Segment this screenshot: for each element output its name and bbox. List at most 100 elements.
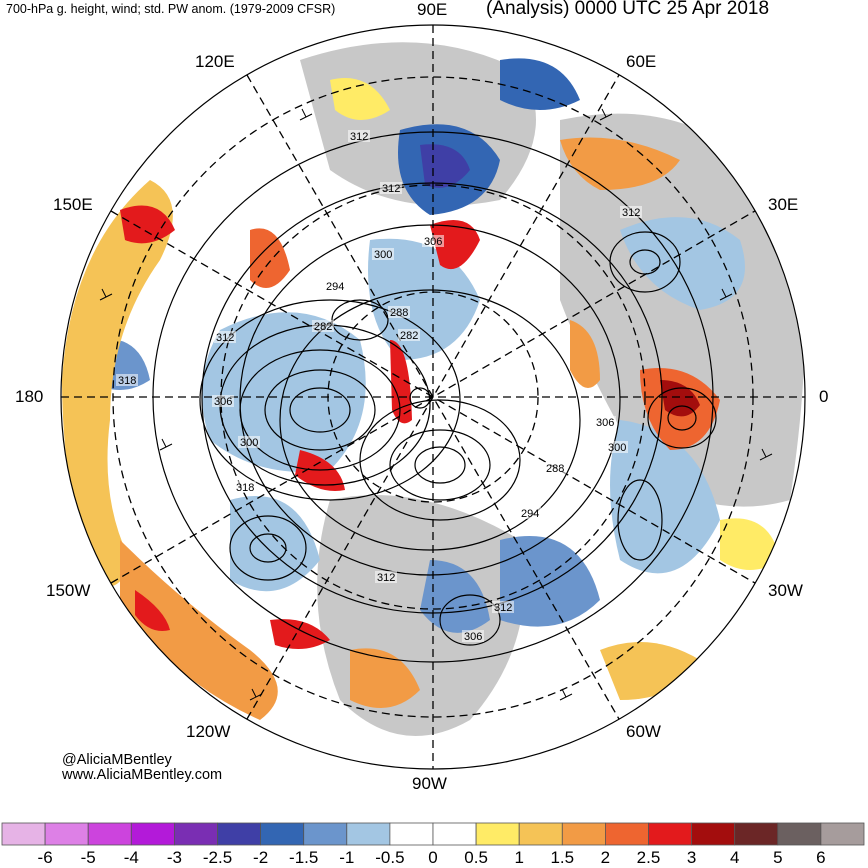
contour-label: 312 — [622, 207, 640, 219]
contour-label: 312 — [494, 602, 512, 614]
contour-label-bg — [492, 601, 514, 613]
label-150e: 150E — [53, 195, 93, 214]
colorbar-swatch — [1, 822, 46, 846]
label-120e: 120E — [195, 52, 235, 71]
colorbar-swatch — [260, 822, 305, 846]
contour-label-bg — [116, 374, 138, 386]
colorbar-tick-label: -2.5 — [202, 848, 233, 867]
label-150w: 150W — [46, 581, 91, 600]
map-border — [60, 24, 806, 770]
contour-label-bg — [380, 182, 402, 194]
contour-label: 294 — [521, 508, 539, 520]
colorbar-tick-label: 3 — [686, 848, 697, 867]
contour-label-bg — [372, 248, 394, 260]
colorbar-tick-label: 5 — [773, 848, 783, 867]
colorbar-swatch — [87, 822, 132, 846]
label-90e: 90E — [417, 0, 448, 19]
colorbar-tick-label: 2 — [600, 848, 611, 867]
colorbar-swatch — [605, 822, 649, 846]
contour-label-bg — [594, 416, 616, 428]
contour-label-bg — [312, 320, 334, 332]
colorbar-tick-label: 1.5 — [550, 848, 575, 867]
colorbar-swatch — [691, 822, 736, 846]
polar-stereographic-map: 312 312 312 306 300 294 288 282 282 312 318 306 300 3… — [60, 24, 806, 770]
colorbar-swatch — [44, 822, 89, 846]
colorbar-tick-label: -1 — [339, 848, 355, 867]
colorbar-swatch — [217, 822, 261, 846]
contour-label: 300 — [240, 437, 258, 449]
contour-label: 306 — [464, 631, 482, 643]
contour-label: 294 — [326, 281, 344, 293]
colorbar-swatch — [648, 822, 692, 846]
colorbar-swatch — [130, 822, 175, 846]
pw-anomaly-colorbar — [1, 822, 865, 846]
label-0: 0 — [819, 387, 829, 406]
contour-label: 306 — [596, 417, 614, 429]
contour-label-bg — [544, 462, 566, 474]
contour-label: 288 — [390, 307, 408, 319]
contour-label: 306 — [424, 236, 442, 248]
label-30w: 30W — [768, 581, 803, 600]
contour-label: 318 — [236, 482, 254, 494]
label-30e: 30E — [768, 195, 799, 214]
contour-label: 306 — [214, 396, 232, 408]
colorbar-swatch — [173, 822, 218, 846]
colorbar-swatch — [389, 822, 434, 846]
colorbar-tick-label: 0.5 — [464, 848, 488, 867]
colorbar-swatch — [303, 822, 348, 846]
contour-label-bg — [348, 130, 370, 142]
colorbar-tick-label: -4 — [123, 848, 139, 867]
contour-label: 318 — [118, 375, 136, 387]
contour-label: 312 — [377, 572, 395, 584]
contour-label: 282 — [400, 330, 418, 342]
contour-label: 300 — [608, 442, 626, 454]
colorbar-swatch — [561, 822, 606, 846]
contour-label: 312 — [216, 332, 234, 344]
colorbar-tick-label: -5 — [80, 848, 96, 867]
label-60e: 60E — [626, 52, 657, 71]
colorbar-tick-label: 6 — [816, 848, 826, 867]
contour-label-bg — [238, 436, 260, 448]
contour-label-bg — [388, 306, 410, 318]
contour-label: 300 — [374, 249, 392, 261]
contour-label-bg — [519, 507, 541, 519]
contour-label-bg — [422, 235, 444, 247]
colorbar-swatch — [820, 822, 865, 846]
contour-label-bg — [324, 280, 346, 292]
contour-label: 282 — [314, 321, 332, 333]
colorbar-tick-label: 1 — [514, 848, 524, 867]
colorbar-tick-label: -1.5 — [289, 848, 319, 867]
colorbar-tick-label: 4 — [729, 848, 740, 867]
colorbar-tick-label: 2.5 — [636, 848, 661, 867]
contour-label: 312 — [350, 131, 368, 143]
colorbar-swatch — [346, 822, 391, 846]
contour-label: 288 — [546, 463, 564, 475]
colorbar-swatch — [518, 822, 563, 846]
colorbar-tick-label: -3 — [166, 848, 182, 867]
colorbar-tick-label: -0.5 — [375, 848, 405, 867]
colorbar-swatch — [432, 822, 477, 846]
contour-label-bg — [234, 481, 256, 493]
colorbar-swatch — [734, 822, 779, 846]
contour-label-bg — [606, 441, 628, 453]
author-website: www.AliciaMBentley.com — [62, 767, 223, 783]
colorbar-tick-label: 0 — [428, 848, 438, 867]
label-90w: 90W — [412, 774, 447, 793]
author-handle: @AliciaMBentley — [62, 752, 172, 768]
colorbar-tick-label: -6 — [37, 848, 53, 867]
contour-label: 312 — [382, 183, 400, 195]
contour-label-bg — [212, 395, 234, 407]
label-120w: 120W — [186, 722, 231, 741]
map-title-left: 700-hPa g. height, wind; std. PW anom. (… — [6, 2, 336, 16]
contour-label-bg — [214, 331, 236, 343]
wind-barbs — [99, 108, 773, 701]
contour-label-group: 312 312 312 306 300 294 288 282 282 312 318 306 300 3… — [116, 130, 642, 643]
label-60w: 60W — [626, 722, 661, 741]
label-180: 180 — [15, 387, 44, 406]
colorbar-swatch — [475, 822, 520, 846]
contour-label-bg — [375, 571, 397, 583]
contour-label-bg — [620, 206, 642, 218]
map-title-right: (Analysis) 0000 UTC 25 Apr 2018 — [486, 0, 770, 19]
contour-label-bg — [398, 329, 420, 341]
colorbar-swatch — [777, 822, 822, 846]
